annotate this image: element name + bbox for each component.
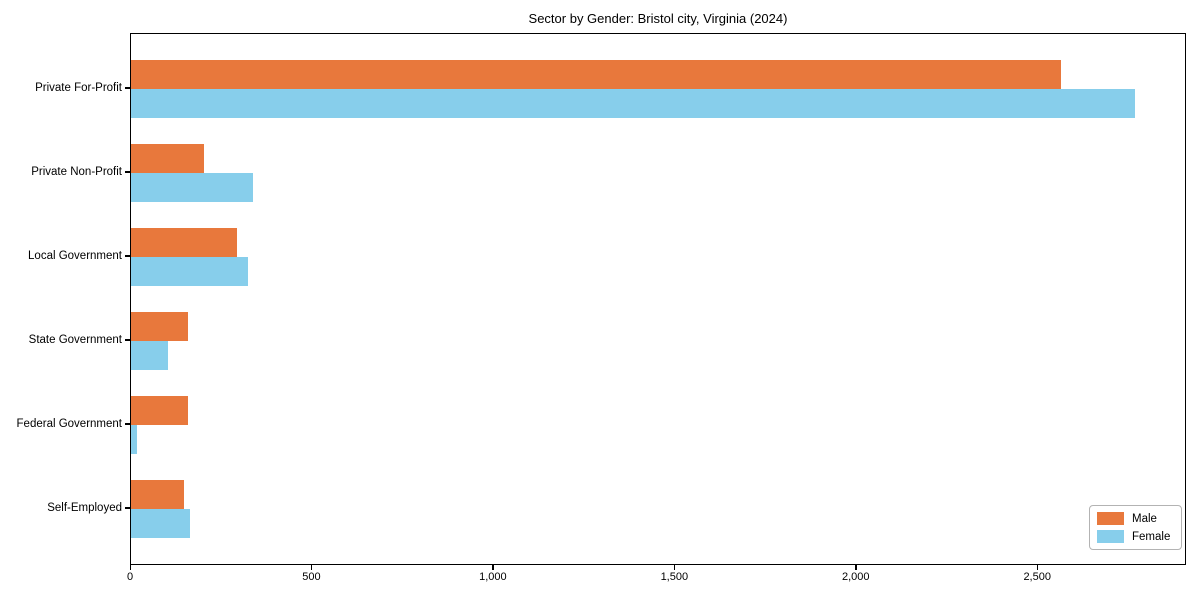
x-tick-mark bbox=[492, 565, 494, 570]
x-tick-mark bbox=[310, 565, 313, 570]
y-tick-mark bbox=[125, 87, 130, 89]
x-tick-mark bbox=[855, 565, 857, 570]
bar-female-private-for-profit bbox=[131, 89, 1135, 118]
x-tick-label: 2,000 bbox=[842, 571, 870, 583]
bar-male-private-non-profit bbox=[131, 144, 204, 173]
x-tick-label: 2,500 bbox=[1023, 571, 1051, 583]
y-tick-mark bbox=[125, 423, 130, 425]
bar-male-local-government bbox=[131, 228, 237, 257]
bar-male-federal-government bbox=[131, 396, 188, 425]
plot-area bbox=[130, 33, 1186, 565]
bar-female-federal-government bbox=[131, 425, 137, 454]
x-tick-label: 1,500 bbox=[660, 571, 689, 583]
y-tick-mark bbox=[125, 255, 130, 257]
x-tick-label: 1,000 bbox=[479, 571, 507, 583]
legend: Male Female bbox=[1089, 505, 1183, 550]
y-tick-mark bbox=[125, 339, 130, 341]
x-tick-mark bbox=[1036, 565, 1039, 570]
legend-label-female: Female bbox=[1132, 530, 1171, 543]
y-tick-label: Private Non-Profit bbox=[31, 166, 122, 178]
x-tick-mark bbox=[673, 565, 676, 570]
y-tick-mark bbox=[125, 507, 130, 509]
x-tick-label: 0 bbox=[126, 571, 134, 583]
bar-female-private-non-profit bbox=[131, 173, 253, 202]
y-tick-label: State Government bbox=[28, 334, 122, 346]
chart-title: Sector by Gender: Bristol city, Virginia… bbox=[528, 11, 788, 26]
legend-label-male: Male bbox=[1132, 512, 1157, 525]
legend-entry-male: Male bbox=[1097, 512, 1170, 525]
y-tick-label: Self-Employed bbox=[47, 502, 122, 514]
x-tick-mark bbox=[129, 565, 131, 570]
y-axis: Private For-Profit Private Non-Profit Loca… bbox=[0, 33, 122, 565]
bar-female-local-government bbox=[131, 257, 248, 286]
bar-female-state-government bbox=[131, 341, 168, 370]
bar-male-state-government bbox=[131, 312, 188, 341]
bar-male-self-employed bbox=[131, 480, 184, 509]
y-tick-mark bbox=[125, 171, 130, 173]
x-tick-label: 500 bbox=[302, 571, 321, 583]
y-tick-label: Local Government bbox=[28, 250, 122, 262]
legend-swatch-male bbox=[1097, 512, 1124, 525]
y-tick-label: Federal Government bbox=[16, 418, 122, 430]
bar-male-private-for-profit bbox=[131, 60, 1061, 89]
y-tick-label: Private For-Profit bbox=[35, 82, 122, 94]
bar-female-self-employed bbox=[131, 509, 190, 538]
legend-swatch-female bbox=[1097, 530, 1124, 543]
legend-entry-female: Female bbox=[1097, 530, 1170, 543]
